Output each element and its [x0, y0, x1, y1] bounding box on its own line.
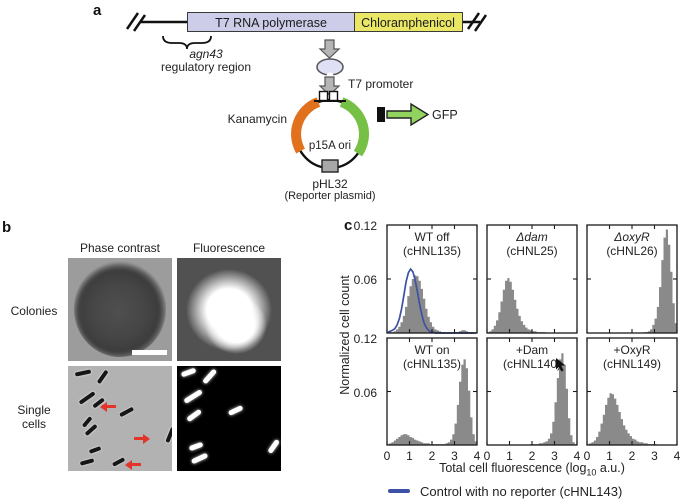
fluorescent-colony-core — [205, 296, 267, 354]
x-tick-label: 2 — [528, 449, 536, 463]
gfp-gene-arc — [339, 97, 369, 157]
kanamycin-label: Kanamycin — [227, 112, 287, 126]
t7-rna-polymerase-box: T7 RNA polymerase — [187, 12, 355, 32]
kanamycin-arc — [291, 97, 321, 154]
histogram-bars — [587, 393, 677, 445]
x-tick-label: 3 — [551, 449, 558, 463]
colonies-fluorescence-image — [177, 258, 281, 361]
plasmid-subtitle-label: (Reporter plasmid) — [284, 190, 376, 202]
single-cells-row-label-1: Single — [17, 403, 51, 417]
phase-contrast-header: Phase contrast — [79, 241, 161, 255]
gfp-arrow-start-bar — [377, 107, 385, 122]
promoter-box-icon — [328, 90, 339, 102]
p15a-ori-label: p15A ori — [308, 140, 352, 152]
histogram-bars — [587, 229, 677, 333]
x-tick-label: 1 — [506, 449, 513, 463]
down-arrow-icon — [318, 76, 341, 96]
break-hash-right-icon — [466, 12, 488, 32]
plot-ticks — [486, 338, 578, 445]
red-arrow-icon — [125, 459, 141, 470]
chloramphenicol-box: Chloramphenicol — [353, 12, 463, 32]
x-axis-label: Total cell fluorescence (log10 a.u.) — [439, 461, 625, 478]
colony-shape — [74, 261, 166, 357]
panel-c-label: c — [344, 217, 353, 234]
single-cells-fluorescence-image — [177, 366, 281, 471]
red-arrow-icon — [134, 433, 150, 444]
gfp-arrow-icon — [386, 102, 430, 127]
down-arrow-icon — [318, 39, 341, 59]
red-arrow-icon — [100, 401, 116, 412]
x-tick-label: 1 — [606, 449, 613, 463]
promoter-box-icon — [318, 90, 329, 102]
legend-control-line-icon — [388, 489, 410, 493]
single-cells-row-label-2: cells — [21, 417, 46, 431]
histogram-bars — [387, 359, 477, 445]
plot-ticks — [486, 225, 578, 333]
ytick-012-top: 0.12 — [353, 219, 377, 233]
plot-ticks — [386, 225, 478, 333]
ytick-006-bottom: 0.06 — [353, 386, 377, 400]
plot-ticks — [586, 225, 678, 333]
x-tick-label: 0 — [383, 449, 391, 463]
x-tick-label: 2 — [428, 449, 436, 463]
panel-a-label: a — [93, 2, 102, 19]
terminator-box-icon — [321, 159, 339, 173]
t7-promoter-label: T7 promoter — [348, 77, 414, 91]
histogram-bars — [487, 278, 577, 333]
x-tick-label: 0 — [583, 449, 591, 463]
plot-ticks — [386, 338, 478, 445]
panel-a-diagram — [125, 12, 488, 173]
plasmid-name-label: pHL32 — [312, 177, 348, 191]
x-tick-label: 2 — [628, 449, 636, 463]
x-tick-label: 3 — [451, 449, 458, 463]
legend-control-label: Control with no reporter (cHNL143) — [420, 484, 623, 499]
single-cells-phase-contrast-image — [68, 366, 172, 471]
x-tick-label: 1 — [406, 449, 413, 463]
fluorescence-header: Fluorescence — [192, 241, 266, 255]
x-tick-label: 4 — [473, 449, 481, 463]
x-tick-label: 3 — [651, 449, 658, 463]
x-tick-label: 4 — [673, 449, 681, 463]
panel-b-label: b — [2, 219, 12, 236]
regulatory-region-label: regulatory region — [160, 60, 252, 74]
colonies-row-label: Colonies — [10, 304, 58, 318]
agn43-label: agn43 — [189, 47, 223, 61]
brace-icon — [162, 35, 212, 50]
colonies-phase-contrast-image — [68, 258, 172, 361]
plot-ticks — [586, 338, 678, 445]
break-hash-left-icon — [125, 12, 147, 32]
histogram-bars — [387, 275, 477, 333]
scale-bar — [132, 350, 167, 355]
x-tick-label: 0 — [483, 449, 491, 463]
histogram-bars — [487, 353, 577, 445]
mouse-cursor-icon — [556, 358, 566, 372]
x-tick-label: 4 — [573, 449, 581, 463]
ytick-012-bottom: 0.12 — [353, 332, 377, 346]
gfp-label: GFP — [432, 108, 458, 122]
ytick-006-top: 0.06 — [353, 273, 377, 287]
